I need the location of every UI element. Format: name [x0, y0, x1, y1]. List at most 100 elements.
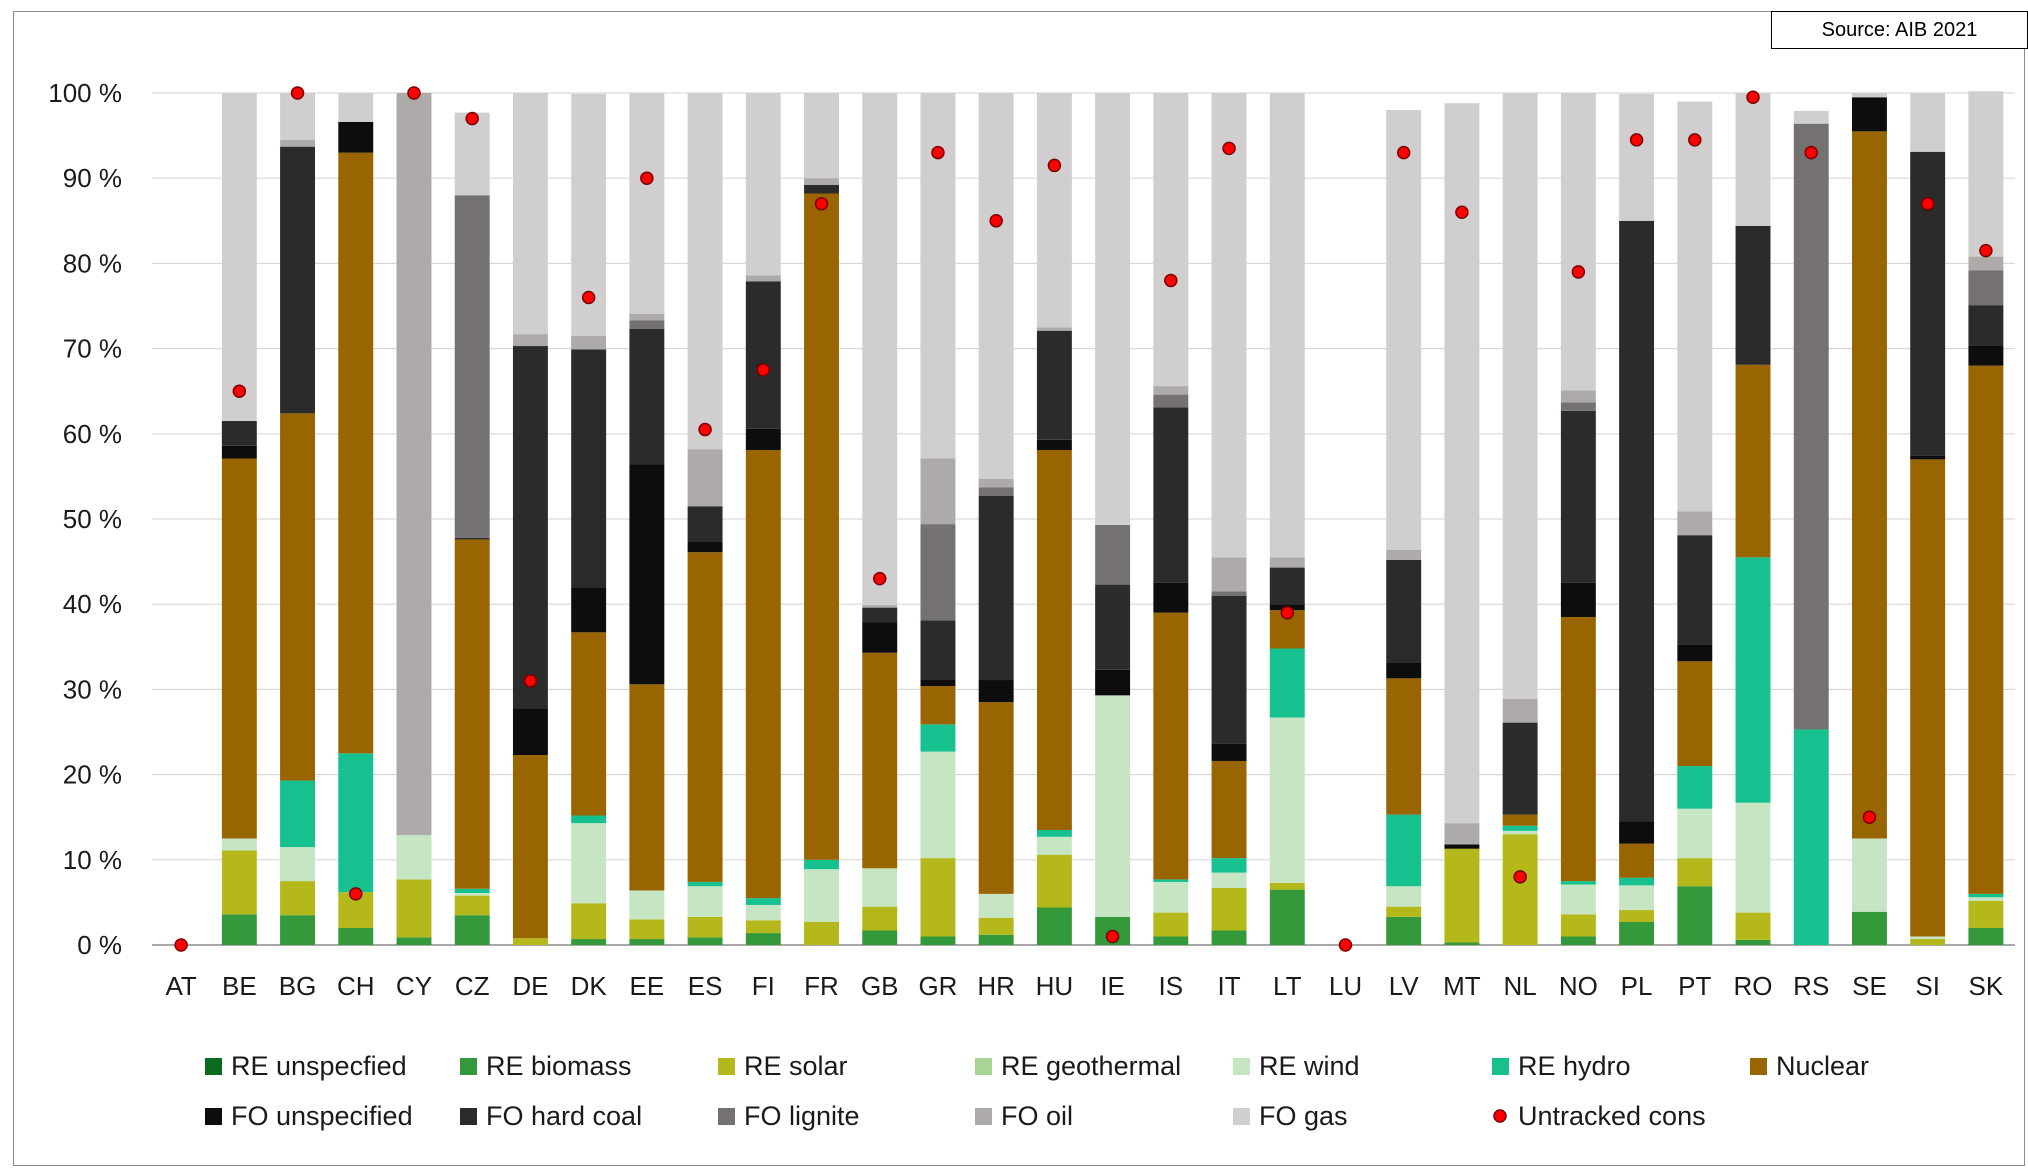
- bar-segment: [1211, 887, 1247, 931]
- bar-segment: [1560, 582, 1596, 617]
- bar-segment: [862, 868, 898, 907]
- bar-segment: [1910, 459, 1946, 937]
- bar-segment: [687, 506, 723, 542]
- bar-segment: [1211, 591, 1247, 596]
- y-tick-label: 100 %: [48, 78, 122, 108]
- legend-swatch: [460, 1108, 477, 1125]
- bar-segment: [1968, 91, 2004, 257]
- bar-segment: [221, 914, 257, 945]
- bar-segment: [629, 320, 665, 330]
- y-tick-label: 60 %: [63, 419, 122, 449]
- bar-segment: [1619, 885, 1655, 911]
- bar-segment: [1269, 648, 1305, 718]
- bar-segment: [1444, 103, 1480, 824]
- bar-segment: [1677, 661, 1713, 767]
- bar-segment: [1502, 834, 1538, 945]
- bar-segment: [1677, 858, 1713, 887]
- bar-segment: [629, 464, 665, 685]
- bar-segment: [920, 620, 956, 680]
- source-label: Source: AIB 2021: [1771, 11, 2028, 49]
- bar-segment: [1735, 364, 1771, 558]
- legend-swatch: [1492, 1058, 1509, 1075]
- bar-segment: [629, 313, 665, 321]
- bar-segment: [454, 195, 490, 538]
- bar-segment: [687, 93, 723, 450]
- bar-segment: [1560, 390, 1596, 403]
- legend-swatch: [975, 1058, 992, 1075]
- bar-segment: [1793, 729, 1829, 945]
- legend-swatch: [1233, 1058, 1250, 1075]
- bar-segment: [687, 886, 723, 917]
- bar-segment: [629, 890, 665, 920]
- bar-segment: [1677, 535, 1713, 645]
- untracked-dot: [1396, 145, 1411, 160]
- bar-segment: [338, 93, 374, 122]
- bar-segment: [1502, 825, 1538, 831]
- bar-segment: [1968, 270, 2004, 306]
- bars: [221, 91, 2004, 945]
- bar-segment: [1036, 854, 1072, 908]
- x-tick-label: ES: [688, 971, 723, 1001]
- bar-segment: [280, 146, 316, 414]
- legend-swatch: [718, 1058, 735, 1075]
- bar-segment: [1153, 912, 1189, 937]
- x-tick-label: GR: [918, 971, 957, 1001]
- bar-segment: [1677, 101, 1713, 512]
- bar-segment: [1677, 808, 1713, 859]
- untracked-dot: [640, 171, 654, 185]
- untracked-dot: [756, 363, 771, 377]
- bar-segment: [629, 919, 665, 940]
- bar-segment: [1036, 330, 1072, 440]
- bar-segment: [338, 152, 374, 754]
- untracked-dot: [698, 422, 712, 437]
- x-tick-label: LT: [1273, 971, 1302, 1001]
- bar-segment: [1793, 123, 1829, 730]
- legend-label: RE biomass: [486, 1051, 632, 1081]
- x-tick-label: MT: [1443, 971, 1481, 1001]
- x-tick-label: LV: [1389, 971, 1420, 1001]
- bar-segment: [1851, 93, 1887, 98]
- bar-segment: [396, 835, 432, 880]
- bar-segment: [1619, 910, 1655, 922]
- bar-segment: [687, 449, 723, 507]
- untracked-dot: [349, 887, 363, 901]
- bar-segment: [1619, 921, 1655, 945]
- untracked-dot: [581, 290, 596, 305]
- untracked-dot: [1804, 145, 1818, 160]
- bar-segment: [1851, 838, 1887, 912]
- bar-segment: [338, 753, 374, 893]
- bar-segment: [512, 346, 548, 709]
- bar-segment: [571, 349, 607, 589]
- bar-segment: [1153, 407, 1189, 583]
- bar-segment: [571, 903, 607, 940]
- bar-segment: [280, 915, 316, 945]
- x-tick-label: HR: [977, 971, 1015, 1001]
- bar-segment: [280, 847, 316, 882]
- bar-segment: [920, 858, 956, 937]
- bar-segment: [454, 888, 490, 894]
- untracked-dot: [1629, 133, 1644, 147]
- bar-segment: [1211, 872, 1247, 888]
- bar-segment: [1793, 110, 1829, 124]
- bar-segment: [1502, 93, 1538, 699]
- untracked-dot: [232, 384, 247, 398]
- bar-segment: [1910, 939, 1946, 945]
- bar-segment: [221, 93, 257, 422]
- bar-segment: [1502, 814, 1538, 826]
- bar-segment: [978, 680, 1014, 703]
- legend: RE unspecfied RE biomass RE solar RE geothe…: [205, 1051, 1869, 1131]
- y-tick-label: 20 %: [63, 760, 122, 790]
- bar-segment: [978, 495, 1014, 681]
- bar-segment: [687, 541, 723, 553]
- bar-segment: [1153, 386, 1189, 395]
- bar-segment: [629, 93, 665, 314]
- x-tick-label: EE: [630, 971, 665, 1001]
- bar-segment: [1211, 760, 1247, 859]
- untracked-dot: [1455, 205, 1469, 220]
- x-tick-label: SK: [1969, 971, 2004, 1001]
- x-axis-ticks: AT BE BG CH CY CZ DE DK EE ES FI FR GB GR HR HU IE IS IT LT…: [165, 971, 2003, 1001]
- bar-segment: [745, 920, 781, 934]
- untracked-dot: [814, 197, 829, 211]
- bar-segment: [1968, 893, 2004, 898]
- bar-segment: [571, 815, 607, 824]
